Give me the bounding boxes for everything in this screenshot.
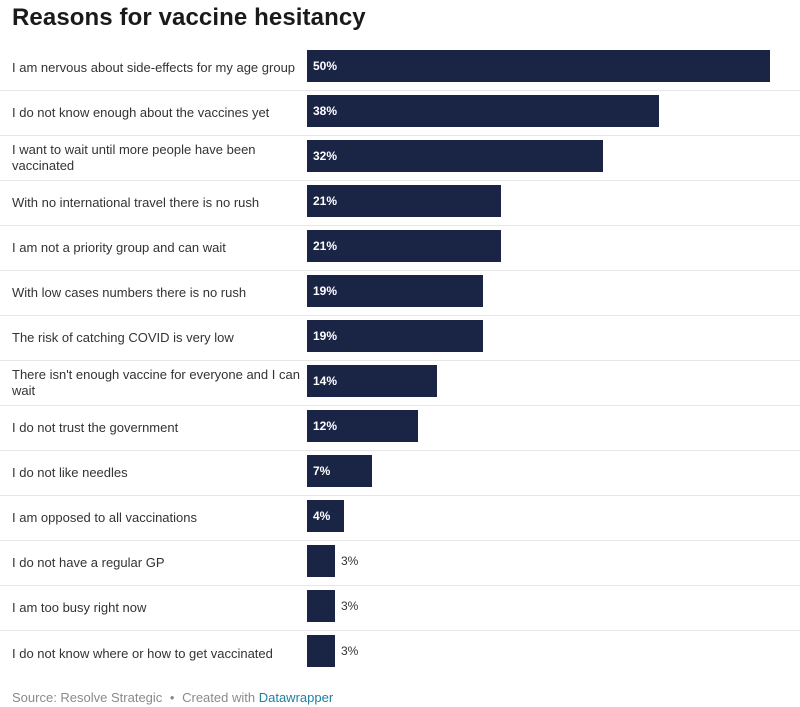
source-note: Source: Resolve Strategic: [12, 690, 163, 705]
bar: [307, 455, 372, 487]
value-label: 38%: [313, 104, 338, 118]
value-label: 3%: [341, 599, 359, 613]
category-label: With low cases numbers there is no rush: [12, 285, 247, 300]
category-label: I do not have a regular GP: [12, 555, 165, 570]
bar-row: I do not like needles 7%: [0, 451, 800, 496]
bar: [307, 275, 483, 307]
value-label: 14%: [313, 374, 338, 388]
bar: [307, 230, 501, 262]
bar-row: I want to wait until more people have be…: [0, 136, 800, 181]
bar: [307, 365, 437, 397]
category-label: The risk of catching COVID is very low: [12, 330, 234, 345]
value-label: 12%: [313, 419, 338, 433]
category-label: I do not trust the government: [12, 420, 179, 435]
bar-row: With low cases numbers there is no rush 1…: [0, 271, 800, 316]
bar: [307, 635, 335, 667]
bar: [307, 320, 483, 352]
value-label: 19%: [313, 329, 338, 343]
bar: [307, 545, 335, 577]
value-label: 3%: [341, 554, 359, 568]
bar-row: I am nervous about side-effects for my a…: [0, 46, 800, 91]
category-label: I am nervous about side-effects for my a…: [12, 60, 296, 75]
bar: [307, 140, 603, 172]
category-label: I do not like needles: [12, 465, 128, 480]
category-label: I am not a priority group and can wait: [12, 240, 226, 255]
value-label: 19%: [313, 284, 338, 298]
value-label: 3%: [341, 644, 359, 658]
bar: [307, 500, 344, 532]
chart-title: Reasons for vaccine hesitancy: [12, 4, 366, 31]
bar: [307, 185, 501, 217]
bar-row: I am too busy right now 3%: [0, 586, 800, 631]
footer-separator: •: [169, 690, 175, 705]
bar-row: I do not know enough about the vaccines …: [0, 91, 800, 136]
value-label: 32%: [313, 149, 338, 163]
bar: [307, 50, 770, 82]
created-with-text: Created with: [182, 690, 256, 705]
bar-row: I do not trust the government 12%: [0, 406, 800, 451]
bar-row: There isn't enough vaccine for everyone …: [0, 361, 800, 406]
value-label: 21%: [313, 239, 338, 253]
category-label: There isn't enough vaccine for everyone …: [12, 367, 300, 398]
category-label: With no international travel there is no…: [12, 195, 260, 210]
bar-row: The risk of catching COVID is very low 19…: [0, 316, 800, 361]
value-label: 21%: [313, 194, 338, 208]
bar-row: I am opposed to all vaccinations 4%: [0, 496, 800, 541]
value-label: 7%: [313, 464, 331, 478]
bar: [307, 95, 659, 127]
bar-rows: I am nervous about side-effects for my a…: [0, 46, 800, 676]
chart-footer: Source: Resolve Strategic • Created with…: [12, 690, 333, 705]
value-label: 50%: [313, 59, 338, 73]
category-label: I do not know where or how to get vaccin…: [12, 645, 273, 661]
bar-row: I do not know where or how to get vaccin…: [0, 631, 800, 676]
bar: [307, 590, 335, 622]
category-label: I am too busy right now: [12, 600, 147, 615]
datawrapper-link[interactable]: Datawrapper: [258, 690, 334, 705]
bar: [307, 410, 418, 442]
bar-row: I am not a priority group and can wait 21…: [0, 226, 800, 271]
category-label: I do not know enough about the vaccines …: [12, 105, 270, 120]
category-label: I want to wait until more people have be…: [12, 142, 256, 173]
bar-row: With no international travel there is no…: [0, 181, 800, 226]
bar-row: I do not have a regular GP 3%: [0, 541, 800, 586]
category-label: I am opposed to all vaccinations: [12, 510, 197, 525]
value-label: 4%: [313, 509, 331, 523]
